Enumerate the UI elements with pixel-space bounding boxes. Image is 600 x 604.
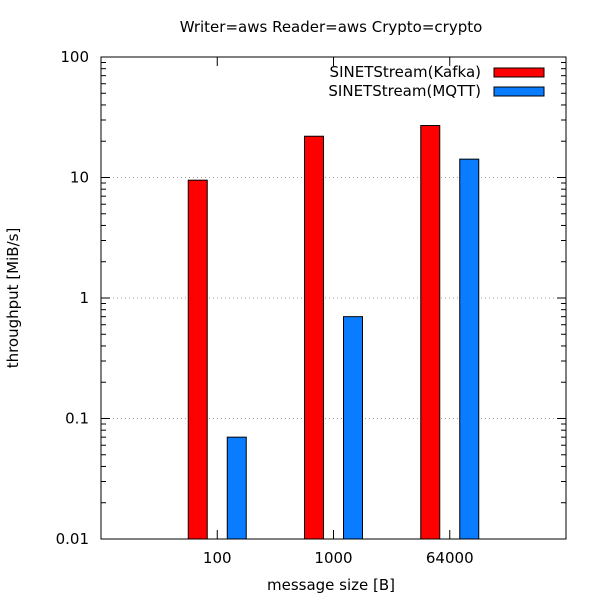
grid-lines [101,177,566,419]
y-axis-label: throughput [MiB/s] [4,228,22,369]
bar-kafka-1000 [304,135,324,540]
legend-label-kafka: SINETStream(Kafka) [330,63,481,81]
y-tick-label: 0.01 [56,530,89,548]
x-axis-label: message size [B] [267,576,395,594]
bar-kafka-64000 [420,125,441,540]
x-tick-label: 64000 [426,549,474,567]
axis-ticks: 0.01 0.1 1 10 100 100 1000 64000 [56,48,566,567]
bar-kafka-100 [187,179,208,540]
bars [187,125,480,540]
y-tick-label: 100 [60,48,89,66]
x-tick-label: 1000 [314,549,352,567]
bar-mqtt-1000 [343,316,363,540]
legend-swatch-mqtt [493,86,545,97]
y-tick-label: 10 [70,169,89,187]
legend-swatch-kafka [493,67,545,78]
bar-mqtt-100 [226,436,247,540]
legend-label-mqtt: SINETStream(MQTT) [328,82,481,100]
y-tick-label: 0.1 [65,410,89,428]
x-tick-label: 100 [203,549,232,567]
chart-title: Writer=aws Reader=aws Crypto=crypto [180,18,483,36]
legend: SINETStream(Kafka)SINETStream(MQTT) [328,63,545,100]
bar-mqtt-64000 [459,158,480,540]
y-tick-label: 1 [79,289,89,307]
